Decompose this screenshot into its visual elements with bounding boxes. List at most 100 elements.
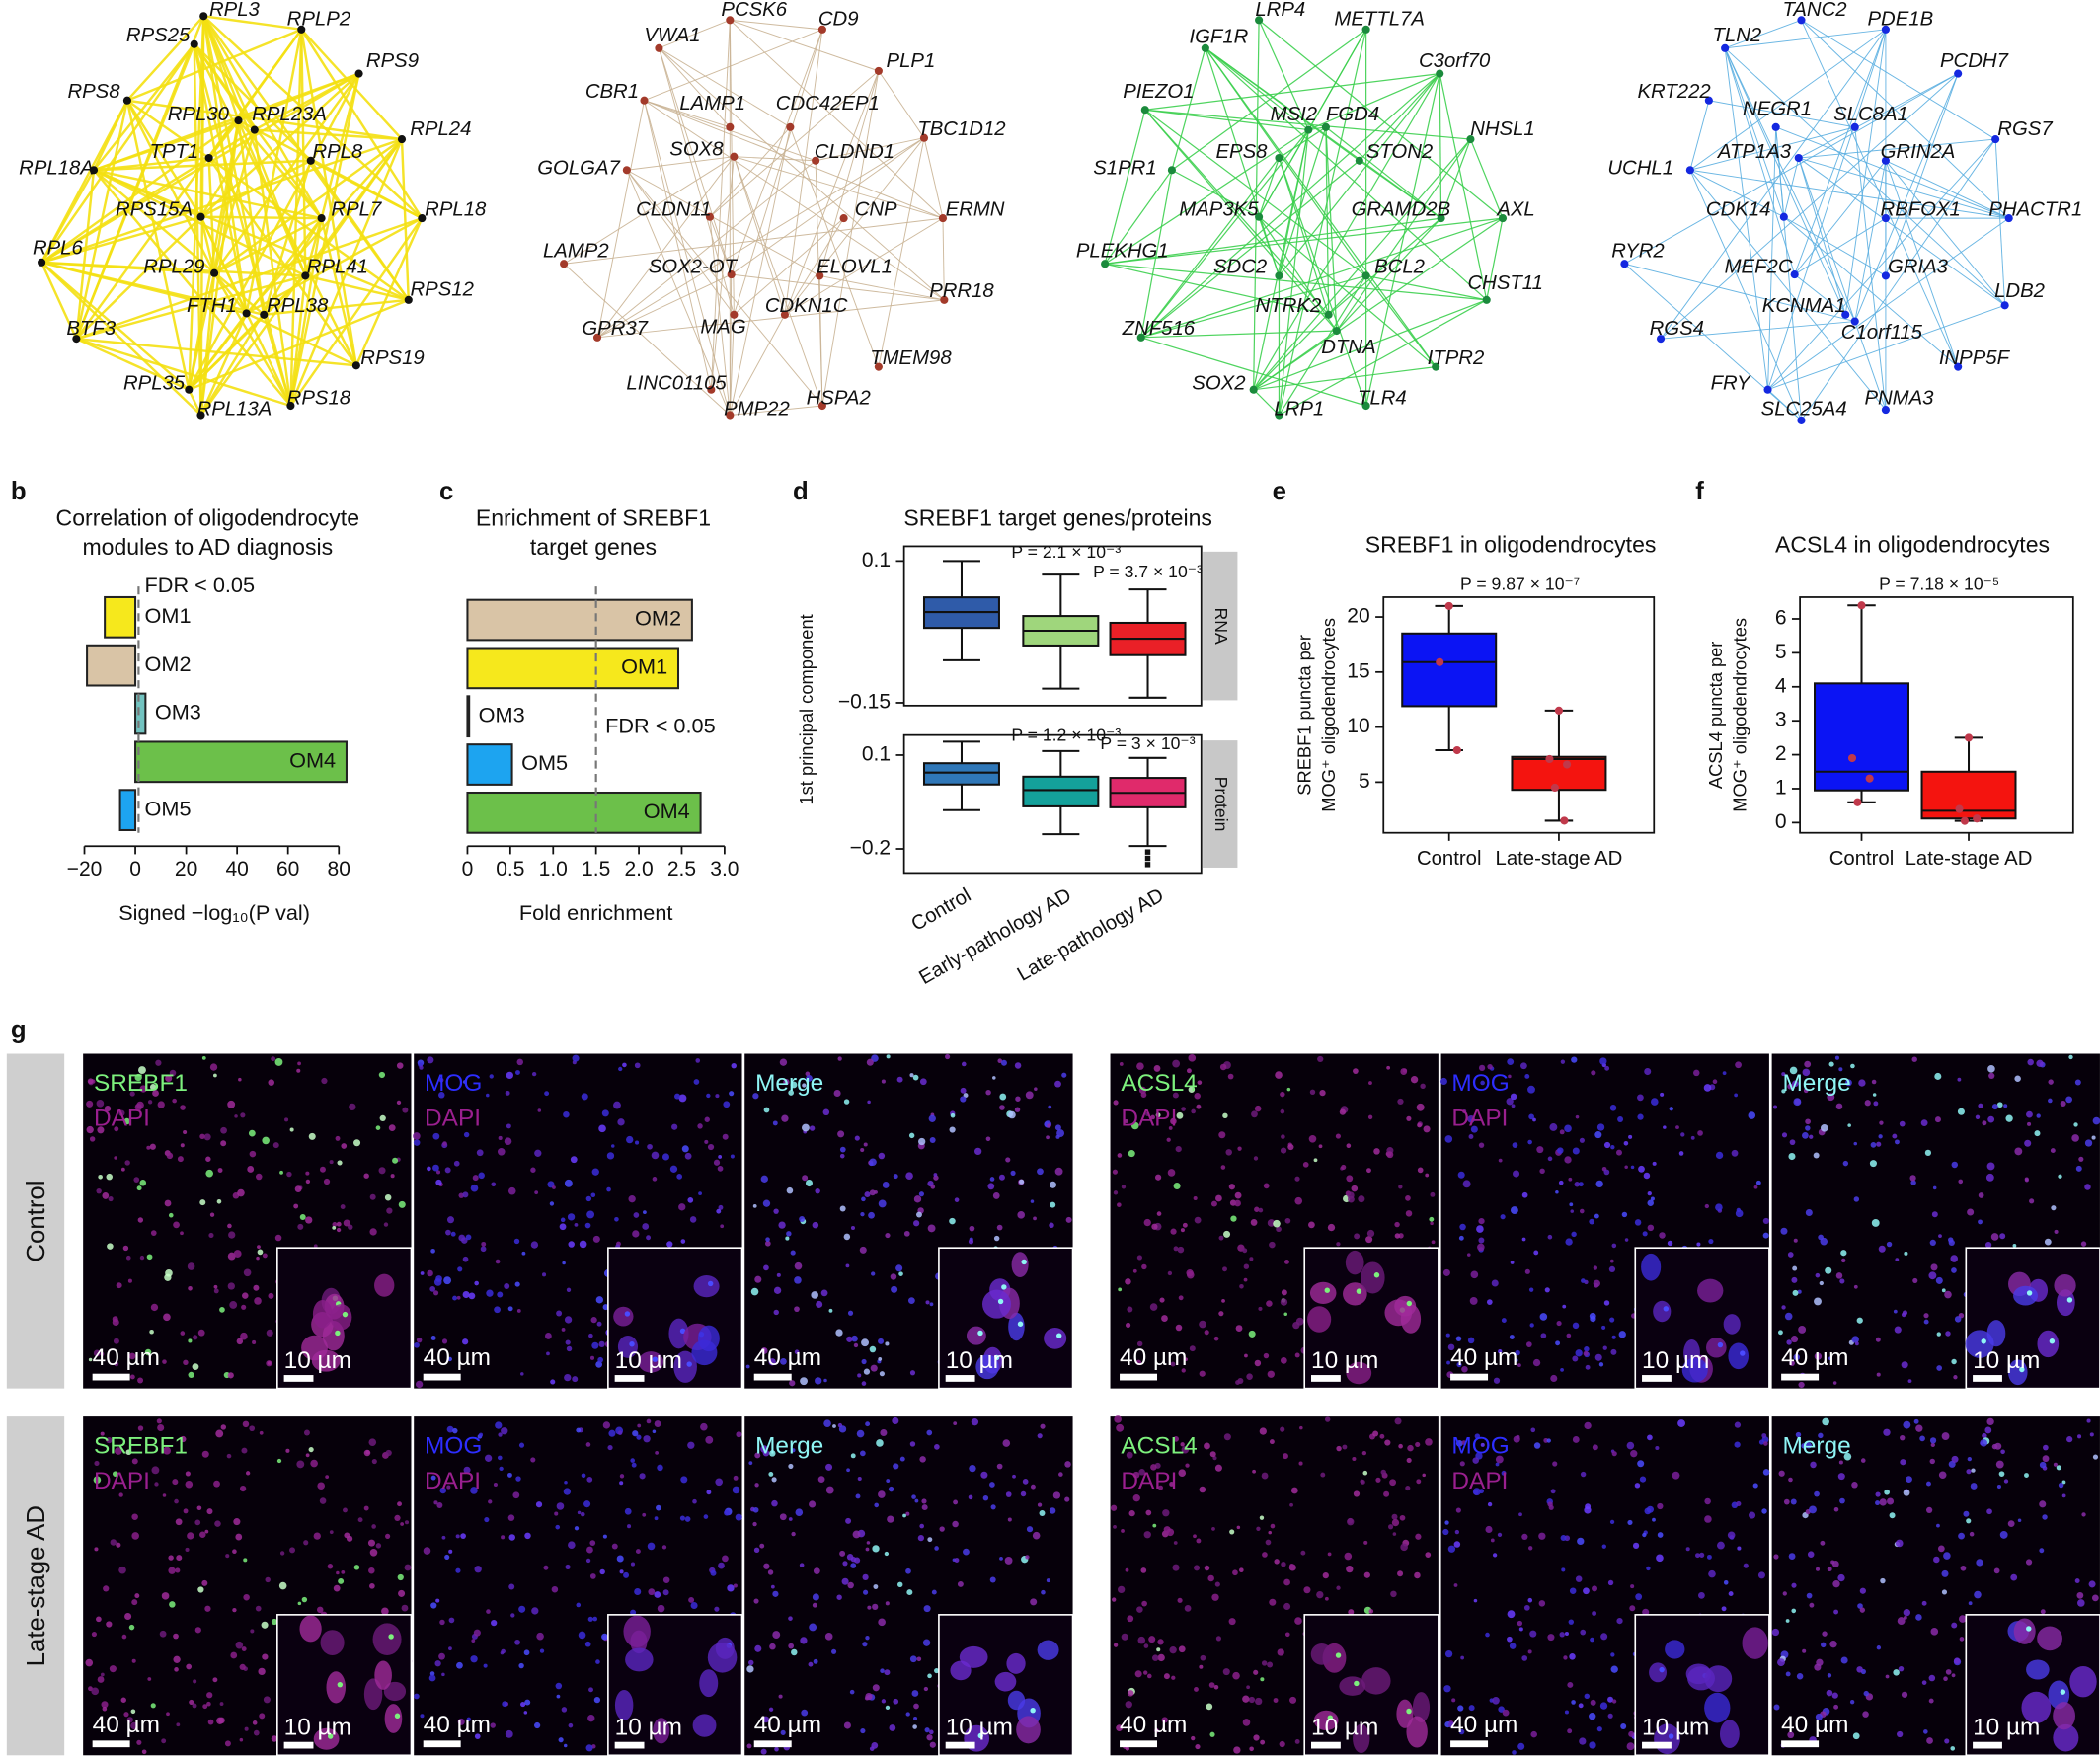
cell xyxy=(1601,1325,1606,1330)
node-label: TPT1 xyxy=(150,141,199,163)
cell xyxy=(2036,1059,2044,1067)
cell xyxy=(585,1195,592,1202)
cell xyxy=(327,1564,334,1569)
cell xyxy=(1258,1306,1263,1311)
cell xyxy=(1930,1263,1938,1271)
cell xyxy=(568,1722,574,1728)
cell xyxy=(1525,1341,1532,1347)
cell xyxy=(434,1660,441,1667)
cell xyxy=(1446,1360,1450,1365)
cell xyxy=(1731,1149,1739,1157)
cell xyxy=(1990,1233,1999,1241)
cell xyxy=(458,1234,466,1242)
cell xyxy=(881,1699,887,1704)
cell xyxy=(1704,1203,1710,1209)
cell xyxy=(1712,1079,1718,1085)
cell xyxy=(1827,1567,1832,1572)
cell xyxy=(1610,1652,1615,1657)
node-label: CDC42EP1 xyxy=(776,93,880,115)
cell xyxy=(1143,1643,1149,1648)
node-label: TANC2 xyxy=(1782,0,1846,21)
node-label: METTL7A xyxy=(1334,9,1425,31)
cell xyxy=(632,1230,640,1238)
cell xyxy=(436,1502,443,1509)
cell xyxy=(2036,1113,2041,1118)
cell xyxy=(1294,1617,1302,1625)
cell xyxy=(456,1295,461,1300)
cell xyxy=(1575,1575,1583,1582)
edge xyxy=(1365,73,1440,407)
cell xyxy=(203,1133,211,1141)
edge xyxy=(1798,157,1856,322)
cell xyxy=(859,1246,867,1254)
cell xyxy=(486,1609,491,1614)
cell xyxy=(868,1211,875,1219)
cell xyxy=(93,1476,102,1484)
cell xyxy=(1250,1219,1258,1226)
cell xyxy=(1596,1123,1605,1131)
cell xyxy=(193,1679,197,1684)
cell xyxy=(144,1348,152,1356)
cell xyxy=(1840,1656,1848,1664)
edge xyxy=(644,100,712,390)
y-tick-label: 10 xyxy=(1347,715,1369,737)
edge xyxy=(1885,160,2006,306)
cell xyxy=(1678,1151,1684,1156)
cell xyxy=(189,1699,194,1706)
cell xyxy=(1950,1746,1956,1751)
y-tick-label: 6 xyxy=(1775,607,1787,630)
edge xyxy=(300,29,424,219)
edge xyxy=(1104,169,1173,265)
edge xyxy=(207,119,240,159)
cell xyxy=(924,1727,930,1733)
cell xyxy=(274,1234,282,1242)
inset-cell xyxy=(982,1289,1012,1319)
cell xyxy=(1594,1131,1602,1139)
node xyxy=(1304,125,1313,134)
cell xyxy=(1506,1098,1514,1106)
cell xyxy=(493,1482,498,1488)
cell xyxy=(388,1124,396,1132)
cell xyxy=(1781,1132,1788,1138)
cell xyxy=(791,1448,796,1453)
cell xyxy=(1567,1681,1574,1688)
cell xyxy=(1270,1523,1276,1529)
cell xyxy=(1790,1498,1797,1505)
inset-cell xyxy=(2048,1680,2070,1710)
edge xyxy=(729,314,735,416)
edge xyxy=(1278,126,1327,276)
node xyxy=(1685,166,1694,175)
edge xyxy=(1724,47,1846,315)
cell xyxy=(1876,1645,1882,1650)
cell xyxy=(907,1297,915,1305)
y-axis-label: SREBF1 puncta per xyxy=(1293,635,1314,796)
cell xyxy=(1828,1061,1834,1067)
cell xyxy=(516,1058,524,1066)
cell xyxy=(1495,1462,1500,1467)
cell xyxy=(815,1187,820,1194)
cell xyxy=(531,1071,537,1077)
inset-cell xyxy=(638,1351,664,1373)
cell xyxy=(635,1140,640,1145)
cell xyxy=(1626,1441,1635,1450)
node-label: LAMP1 xyxy=(679,93,745,115)
cell xyxy=(1215,1194,1222,1202)
edge xyxy=(1205,47,1437,368)
cell xyxy=(1049,1181,1057,1188)
cell xyxy=(1527,1085,1535,1094)
cell xyxy=(255,1605,262,1612)
cell xyxy=(2071,1134,2079,1142)
scale-bar xyxy=(92,1740,130,1748)
cell xyxy=(550,1379,556,1385)
inset-cell xyxy=(1011,1252,1029,1278)
cell xyxy=(161,1592,170,1600)
cell xyxy=(100,1431,105,1436)
cell xyxy=(692,1498,697,1504)
node xyxy=(301,271,310,280)
cell xyxy=(687,1197,694,1203)
cell xyxy=(1903,1489,1910,1496)
cell xyxy=(1715,1151,1724,1160)
node-label: PMP22 xyxy=(724,398,790,420)
cell xyxy=(2040,1609,2046,1615)
cell xyxy=(854,1135,860,1141)
